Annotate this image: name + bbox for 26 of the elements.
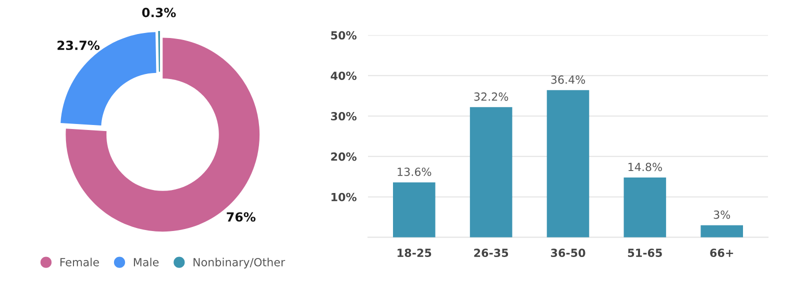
data-label: 13.6%: [398, 168, 432, 176]
data-label: 0.3%: [142, 8, 176, 18]
y-tick-label: 20%: [331, 152, 357, 161]
data-label: 36.4%: [551, 75, 586, 84]
x-tick-label: 36-50: [550, 248, 586, 258]
bar: [470, 107, 512, 238]
legend-label: Male: [134, 258, 159, 266]
bar: [393, 182, 436, 238]
y-tick-label: 10%: [332, 192, 357, 202]
x-tick-label: 66+: [710, 248, 734, 258]
y-tick-label: 40%: [330, 72, 357, 80]
data-label: 76%: [226, 212, 256, 222]
y-tick-label: 50%: [331, 31, 357, 40]
bar: [624, 177, 666, 238]
y-tick-label: 30%: [331, 112, 357, 120]
legend-label: Female: [60, 258, 99, 266]
x-tick-label: 26-35: [474, 248, 508, 258]
data-label: 3%: [714, 210, 730, 219]
data-label: 14.8%: [628, 162, 662, 172]
legend-label: Nonbinary/Other: [194, 258, 286, 269]
data-label: 32.2%: [474, 92, 508, 101]
x-tick-label: 18-25: [398, 248, 432, 258]
x-tick-label: 51-65: [628, 248, 662, 258]
data-label: 23.7%: [58, 40, 100, 50]
bar: [700, 225, 743, 238]
bar: [546, 90, 590, 238]
